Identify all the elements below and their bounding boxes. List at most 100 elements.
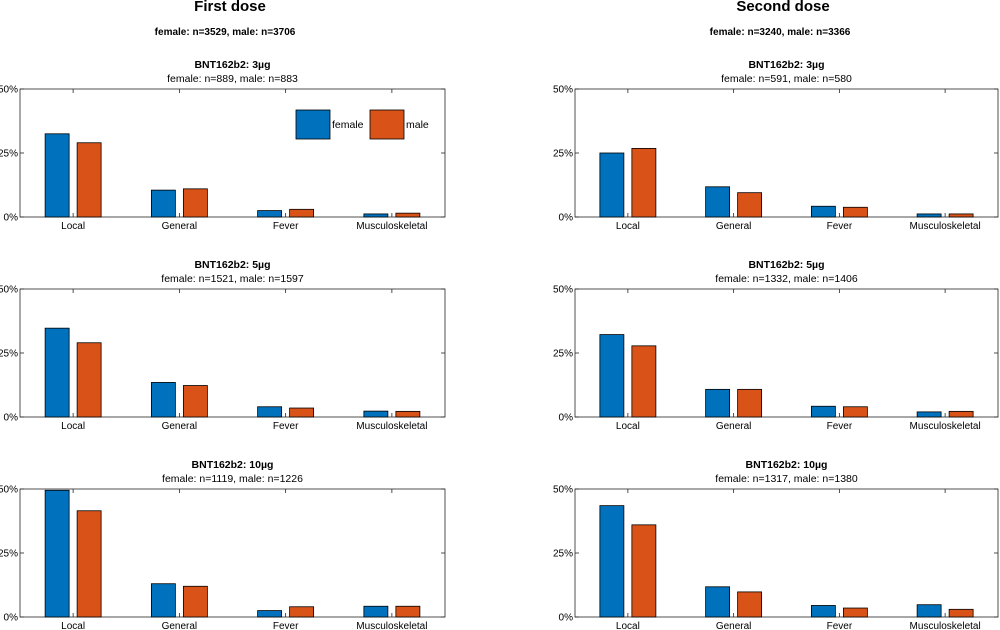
legend-label-male: male <box>406 119 429 131</box>
chart-title: BNT162b2: 5µg <box>194 259 270 271</box>
bar-male-general <box>737 591 763 618</box>
x-tick-label: Musculoskeletal <box>910 421 981 432</box>
y-tick-label: 0% <box>559 613 574 624</box>
legend-swatch-female <box>295 109 331 140</box>
column-subtitle-second-dose: female: n=3240, male: n=3366 <box>710 27 851 38</box>
bar-female-musculoskeletal <box>916 411 942 418</box>
legend-swatch-male <box>369 109 405 140</box>
chart-subtitle: female: n=591, male: n=580 <box>721 73 852 85</box>
y-tick-label: 25% <box>553 149 573 160</box>
bar-female-fever <box>810 605 836 618</box>
chart-title: BNT162b2: 10µg <box>746 459 828 471</box>
bar-male-fever <box>842 206 868 218</box>
chart-subtitle: female: n=889, male: n=883 <box>167 73 298 85</box>
bar-female-fever <box>257 406 283 418</box>
x-tick-label: Local <box>61 621 85 630</box>
x-tick-label: Local <box>61 221 85 232</box>
bar-male-general <box>737 192 763 218</box>
x-tick-label: Fever <box>827 221 853 232</box>
bar-female-musculoskeletal <box>363 605 389 618</box>
x-tick-label: General <box>716 221 752 232</box>
bar-male-general <box>182 188 208 218</box>
y-tick-label: 50% <box>553 485 573 496</box>
chart-panel: BNT162b2: 10µg female: n=1317, male: n=13… <box>553 459 999 630</box>
x-tick-label: Musculoskeletal <box>910 221 981 232</box>
legend: female male <box>295 109 429 140</box>
bar-female-general <box>705 388 731 418</box>
bar-male-musculoskeletal <box>948 410 974 418</box>
x-tick-label: Local <box>616 621 640 630</box>
x-tick-label: General <box>716 421 752 432</box>
bar-male-musculoskeletal <box>948 608 974 618</box>
y-tick-label: 50% <box>553 285 573 296</box>
column-subtitle-first-dose: female: n=3529, male: n=3706 <box>155 27 296 38</box>
bar-female-local <box>44 489 70 618</box>
bar-female-general <box>150 583 176 618</box>
bar-female-general <box>150 382 176 418</box>
column-title-first-dose: First dose <box>194 0 266 15</box>
bar-male-fever <box>289 407 315 418</box>
bar-female-local <box>599 334 625 418</box>
x-tick-label: Fever <box>827 621 853 630</box>
chart-title: BNT162b2: 3µg <box>748 59 824 71</box>
bar-female-general <box>150 189 176 218</box>
y-tick-label: 50% <box>0 85 18 96</box>
chart-title: BNT162b2: 3µg <box>194 59 270 71</box>
bar-male-local <box>76 510 102 618</box>
bar-male-local <box>631 345 657 418</box>
bar-female-local <box>44 133 70 218</box>
x-tick-label: Musculoskeletal <box>356 221 427 232</box>
legend-label-female: female <box>332 119 364 131</box>
bar-male-musculoskeletal <box>395 605 421 618</box>
chart-title: BNT162b2: 5µg <box>748 259 824 271</box>
x-tick-label: Local <box>616 421 640 432</box>
bar-male-local <box>631 524 657 618</box>
bar-female-local <box>599 505 625 618</box>
bar-female-fever <box>257 610 283 618</box>
x-tick-label: General <box>162 621 198 630</box>
bar-male-musculoskeletal <box>395 410 421 418</box>
bar-male-general <box>737 388 763 418</box>
chart-subtitle: female: n=1317, male: n=1380 <box>715 473 858 485</box>
bar-male-musculoskeletal <box>395 212 421 218</box>
bar-female-fever <box>810 205 836 218</box>
bar-male-fever <box>842 607 868 618</box>
x-tick-label: Musculoskeletal <box>356 621 427 630</box>
chart-panel: BNT162b2: 3µg female: n=591, male: n=580 0… <box>553 59 999 232</box>
bar-male-fever <box>842 406 868 418</box>
bar-male-local <box>631 147 657 218</box>
bar-male-local <box>76 142 102 218</box>
bar-male-fever <box>289 606 315 618</box>
x-tick-label: Musculoskeletal <box>356 421 427 432</box>
column-title-second-dose: Second dose <box>736 0 829 15</box>
chart-title: BNT162b2: 10µg <box>192 459 274 471</box>
chart-subtitle: female: n=1119, male: n=1226 <box>162 473 303 485</box>
chart-panel: BNT162b2: 5µg female: n=1332, male: n=140… <box>553 259 999 432</box>
bar-female-general <box>705 186 731 218</box>
y-tick-label: 25% <box>0 349 18 360</box>
x-tick-label: Fever <box>273 221 299 232</box>
bar-male-fever <box>289 208 315 218</box>
x-tick-label: Musculoskeletal <box>910 621 981 630</box>
x-tick-label: Local <box>61 421 85 432</box>
x-tick-label: Local <box>616 221 640 232</box>
x-tick-label: Fever <box>827 421 853 432</box>
x-tick-label: General <box>162 221 198 232</box>
bar-male-musculoskeletal <box>948 213 974 218</box>
y-tick-label: 50% <box>0 485 18 496</box>
y-tick-label: 25% <box>0 549 18 560</box>
x-tick-label: General <box>162 421 198 432</box>
x-tick-label: General <box>716 621 752 630</box>
y-tick-label: 25% <box>553 549 573 560</box>
bar-female-musculoskeletal <box>363 410 389 418</box>
x-tick-label: Fever <box>273 621 299 630</box>
bar-female-general <box>705 586 731 618</box>
chart-subtitle: female: n=1521, male: n=1597 <box>161 273 304 285</box>
bar-female-local <box>44 327 70 418</box>
bar-female-musculoskeletal <box>916 213 942 218</box>
chart-panel: BNT162b2: 5µg female: n=1521, male: n=159… <box>0 259 446 432</box>
chart-subtitle: female: n=1332, male: n=1406 <box>715 273 858 285</box>
chart-panel: BNT162b2: 10µg female: n=1119, male: n=12… <box>0 459 446 630</box>
y-tick-label: 0% <box>559 213 574 224</box>
